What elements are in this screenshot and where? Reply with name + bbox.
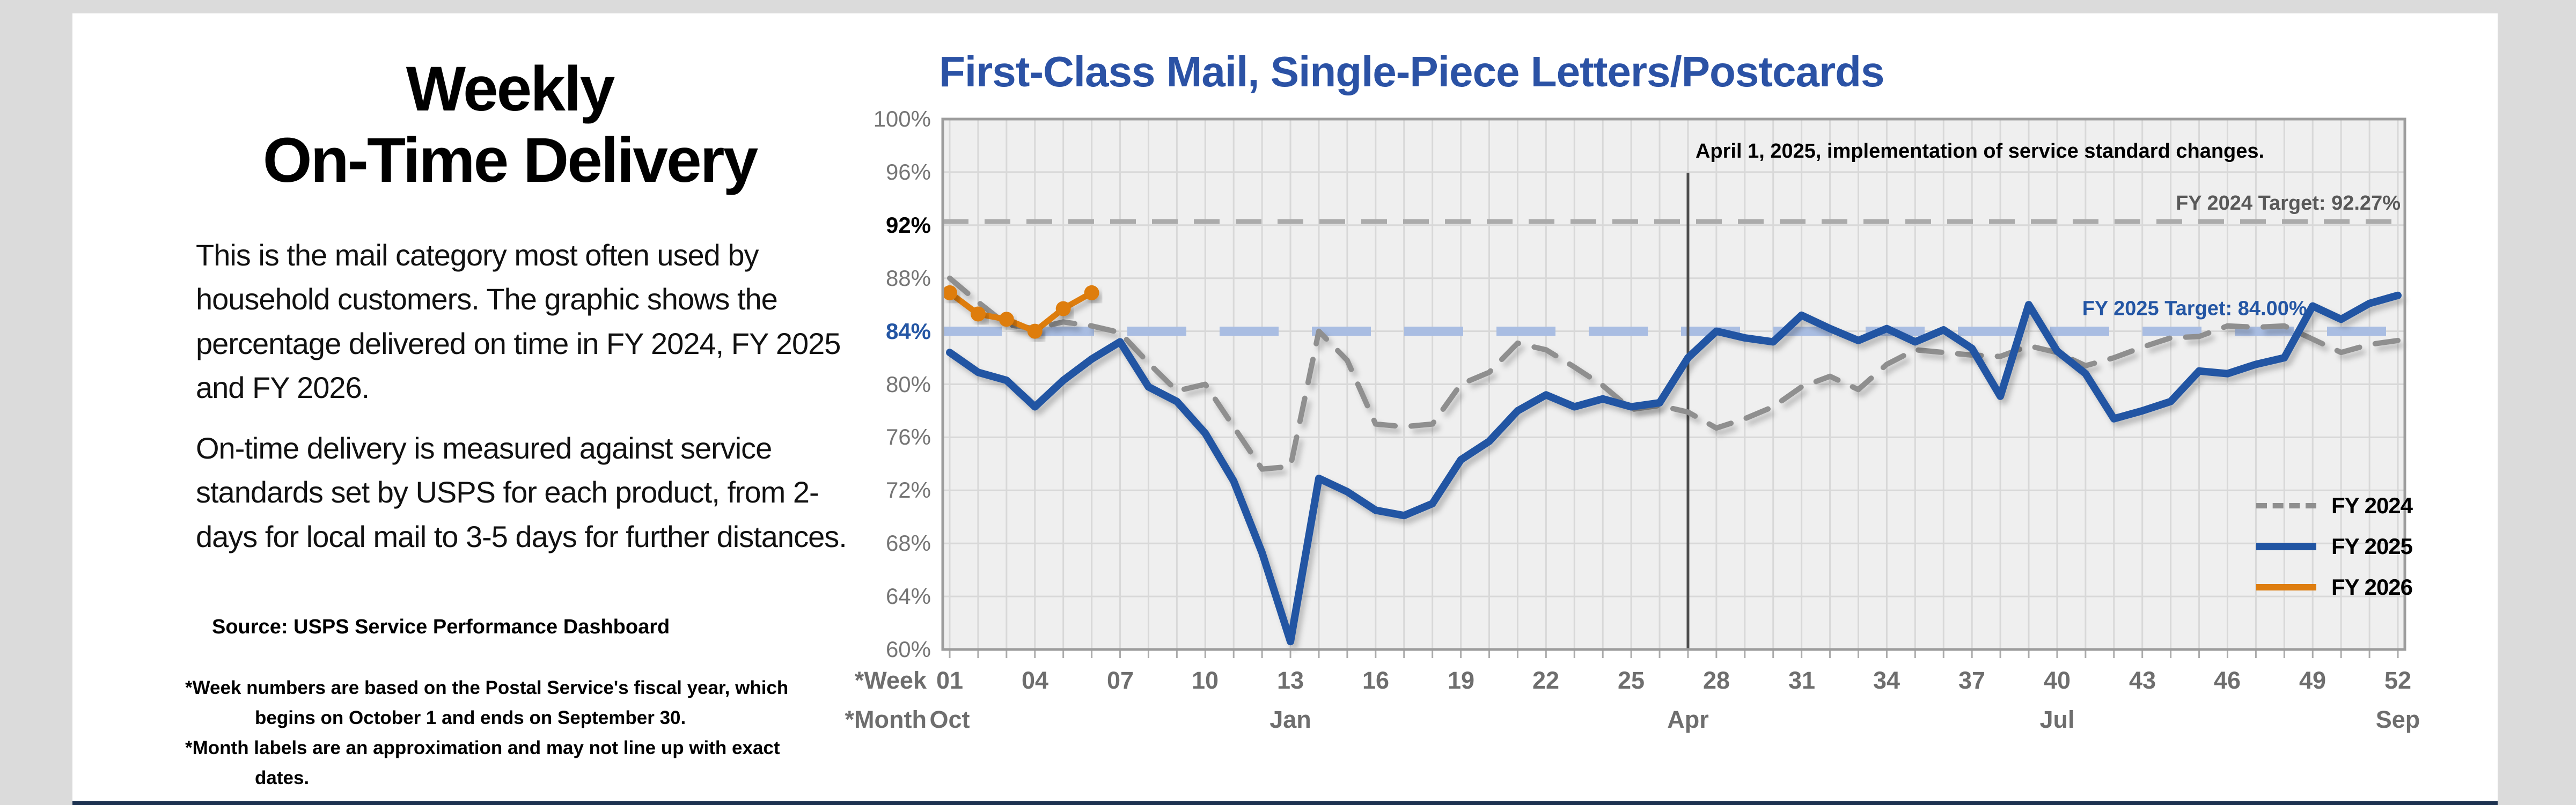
x-tick-week-19: 19 — [1447, 667, 1475, 694]
x-month-jul: Jul — [2039, 706, 2075, 733]
series-fy2024 — [947, 275, 2401, 472]
annotation-text: April 1, 2025, implementation of service… — [1696, 140, 2264, 163]
legend-label: FY 2024 — [2331, 493, 2413, 518]
x-tick-week-43: 43 — [2129, 667, 2156, 694]
x-tick-week-40: 40 — [2043, 667, 2071, 694]
page-title-line1: Weekly — [406, 54, 615, 124]
marker-fy2026-w3 — [999, 312, 1014, 327]
marker-fy2026-w2 — [970, 306, 986, 322]
y-tick-76: 76% — [885, 424, 931, 449]
y-tick-60: 60% — [885, 637, 931, 662]
chart-legend: FY 2024 FY 2025 FY 2026 — [2256, 485, 2417, 608]
y-tick-80: 80% — [885, 372, 931, 397]
chart-title: First-Class Mail, Single-Piece Letters/P… — [939, 48, 1885, 95]
x-tick-week-7: 07 — [1106, 667, 1134, 694]
x-tick-week-1: 01 — [936, 667, 964, 694]
x-tick-week-10: 10 — [1191, 667, 1219, 694]
x-tick-week-16: 16 — [1362, 667, 1390, 694]
footer-bar — [72, 801, 2498, 805]
y-tick-100: 100% — [873, 106, 931, 131]
x-tick-week-28: 28 — [1702, 667, 1730, 694]
x-tick-week-25: 25 — [1617, 667, 1645, 694]
footnote-week: *Week numbers are based on the Postal Se… — [185, 677, 789, 728]
chart-plot-area: April 1, 2025, implementation of service… — [941, 117, 2406, 688]
x-tick-week-22: 22 — [1532, 667, 1560, 694]
y-tick-96: 96% — [885, 159, 931, 184]
marker-fy2026-w4 — [1027, 323, 1043, 339]
x-tick-week-34: 34 — [1873, 667, 1900, 694]
month-row-caption: *Month — [845, 706, 927, 733]
marker-fy2026-w6 — [1084, 285, 1099, 300]
x-month-sep: Sep — [2375, 706, 2420, 733]
x-month-oct: Oct — [929, 706, 970, 733]
footnotes: *Week numbers are based on the Postal Se… — [185, 673, 824, 793]
y-tick-84: 84% — [885, 319, 931, 344]
legend-label: FY 2026 — [2331, 574, 2413, 600]
legend-item-fy2026: FY 2026 — [2256, 567, 2417, 608]
x-tick-week-37: 37 — [1958, 667, 1986, 694]
marker-fy2026-w1 — [942, 285, 957, 300]
footnote-month: *Month labels are an approximation and m… — [185, 737, 780, 788]
x-month-jan: Jan — [1269, 706, 1311, 733]
x-tick-week-4: 04 — [1021, 667, 1049, 694]
x-month-apr: Apr — [1667, 706, 1709, 733]
x-tick-week-52: 52 — [2384, 667, 2412, 694]
y-tick-92: 92% — [885, 212, 931, 238]
x-tick-week-46: 46 — [2213, 667, 2241, 694]
definition-paragraph: On-time delivery is measured against ser… — [196, 431, 847, 553]
legend-label: FY 2025 — [2331, 534, 2413, 559]
y-tick-72: 72% — [885, 477, 931, 503]
y-tick-68: 68% — [885, 530, 931, 556]
week-row-caption: *Week — [854, 667, 927, 694]
x-tick-week-31: 31 — [1788, 667, 1816, 694]
intro-paragraph: This is the mail category most often use… — [196, 238, 841, 404]
x-tick-week-13: 13 — [1276, 667, 1304, 694]
page-title: Weekly On-Time Delivery — [161, 54, 858, 197]
marker-fy2026-w5 — [1055, 301, 1071, 316]
legend-swatch — [2256, 543, 2316, 550]
series-fy2025 — [946, 291, 2402, 646]
page-title-line2: On-Time Delivery — [262, 125, 758, 196]
legend-item-fy2024: FY 2024 — [2256, 485, 2417, 526]
legend-swatch — [2256, 503, 2316, 508]
y-tick-88: 88% — [885, 265, 931, 291]
fy2024-target-label: FY 2024 Target: 92.27% — [2176, 192, 2401, 215]
source-note: Source: USPS Service Performance Dashboa… — [212, 616, 670, 638]
y-tick-64: 64% — [885, 584, 931, 609]
fy2025-target-label: FY 2025 Target: 84.00% — [2082, 298, 2307, 320]
x-tick-week-49: 49 — [2299, 667, 2327, 694]
left-text-panel: Weekly On-Time Delivery This is the mail… — [107, 21, 912, 788]
legend-item-fy2025: FY 2025 — [2256, 526, 2417, 567]
legend-swatch — [2256, 584, 2316, 590]
